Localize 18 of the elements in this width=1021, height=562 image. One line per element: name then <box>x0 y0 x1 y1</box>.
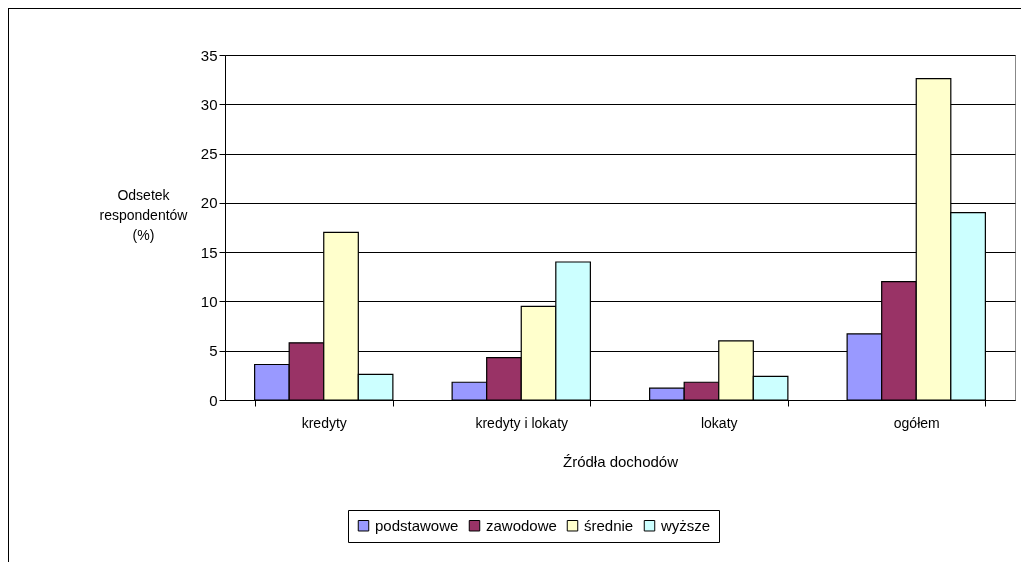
y-tick-label: 0 <box>209 391 218 409</box>
y-tick-label: 30 <box>200 95 218 113</box>
y-tick-label: 10 <box>200 292 218 310</box>
y-tick-label: 35 <box>200 46 218 64</box>
legend-label: wyższe <box>660 516 711 534</box>
y-tick-label: 5 <box>209 342 218 360</box>
legend-label: podstawowe <box>375 516 459 534</box>
x-tick-label: kredyty i lokaty <box>475 414 569 431</box>
legend-label: średnie <box>584 516 634 534</box>
x-axis-title: Źródła dochodów <box>562 452 679 470</box>
y-tick-label: 25 <box>200 145 218 163</box>
x-tick-label: ogółem <box>893 414 940 431</box>
x-tick-label: kredyty <box>301 414 347 431</box>
x-tick-label: lokaty <box>700 414 738 431</box>
y-tick-label: 15 <box>200 243 218 261</box>
y-axis-title: Odsetek respondentów (%) <box>99 186 189 243</box>
legend-label: zawodowe <box>486 516 557 534</box>
y-tick-label: 20 <box>200 194 218 212</box>
